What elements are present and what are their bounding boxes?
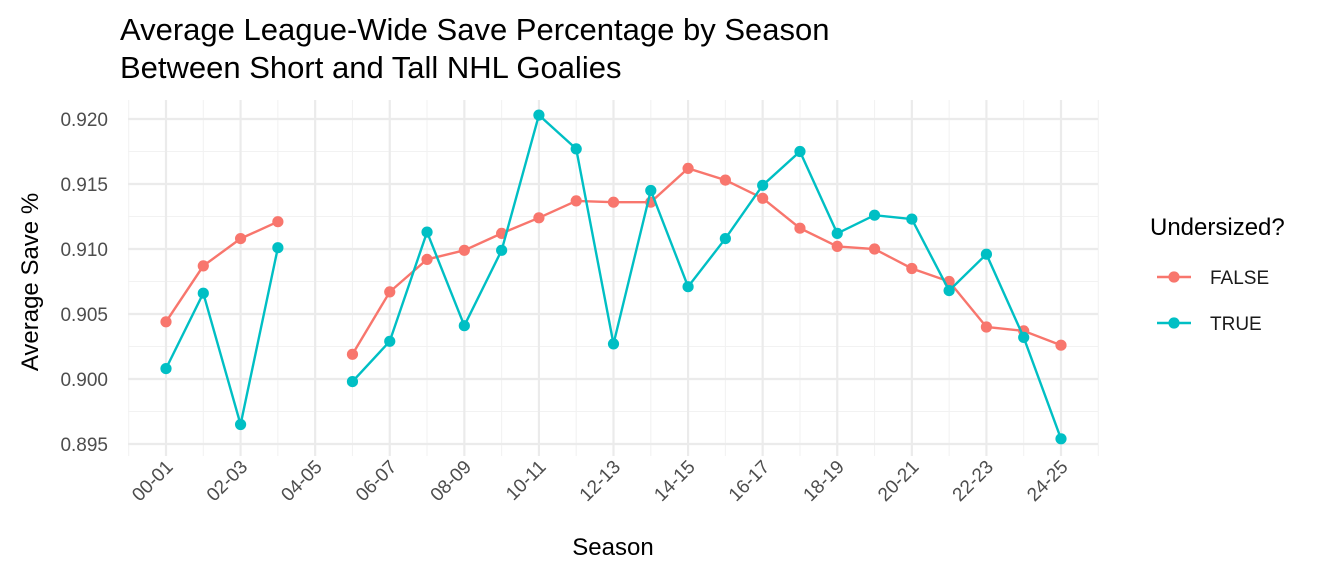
legend-label: TRUE (1210, 314, 1262, 335)
data-point (533, 212, 545, 224)
x-tick-label: 16-17 (725, 457, 774, 506)
data-point (831, 227, 843, 239)
data-point (496, 244, 508, 256)
series-line (164, 112, 1063, 440)
series-true (160, 109, 1067, 445)
data-point (868, 243, 881, 255)
x-tick-label: 08-09 (427, 457, 476, 506)
data-point (794, 222, 806, 234)
data-point (943, 285, 955, 297)
x-tick-label: 00-01 (128, 457, 177, 506)
data-point (384, 335, 396, 347)
data-point (346, 348, 359, 360)
data-point (1018, 331, 1030, 343)
x-axis-title: Season (572, 534, 653, 561)
data-point (570, 195, 582, 207)
y-tick-label: 0.900 (60, 370, 108, 391)
x-tick-label: 24-25 (1023, 457, 1072, 506)
legend-key-point (1168, 317, 1180, 329)
data-point (607, 338, 620, 350)
data-point (272, 242, 284, 254)
data-point (533, 109, 545, 121)
data-point (980, 248, 993, 260)
data-point (906, 262, 918, 275)
legend-item-false: FALSE (1157, 268, 1269, 289)
x-tick-label: 02-03 (203, 457, 252, 506)
data-point (757, 192, 769, 204)
data-point (421, 226, 433, 238)
data-point (234, 418, 247, 431)
y-tick-label: 0.910 (60, 240, 108, 261)
data-point (234, 233, 247, 245)
data-point (346, 376, 359, 388)
legend-label: FALSE (1210, 268, 1269, 289)
data-point (719, 174, 731, 186)
data-point (1055, 433, 1067, 445)
y-axis-title: Average Save % (17, 193, 44, 371)
y-axis-ticks: 0.895 0.900 0.905 0.910 0.915 0.920 (60, 110, 108, 456)
data-point (645, 184, 657, 197)
x-tick-label: 10-11 (502, 457, 550, 505)
data-point (1055, 339, 1067, 351)
legend: Undersized? FALSE TRUE (1150, 214, 1285, 335)
data-point (384, 286, 396, 298)
chart-title-line-1: Average League-Wide Save Percentage by S… (120, 12, 829, 47)
data-point (458, 320, 470, 332)
data-point (757, 179, 769, 191)
data-point (197, 287, 209, 299)
legend-title: Undersized? (1150, 214, 1285, 241)
x-tick-label: 12-13 (576, 457, 625, 506)
data-point (906, 213, 918, 225)
data-point (719, 233, 731, 245)
data-point (831, 240, 843, 252)
x-tick-label: 20-21 (874, 457, 923, 506)
data-point (160, 363, 172, 375)
x-tick-label: 14-15 (650, 457, 699, 506)
x-tick-label: 06-07 (352, 457, 401, 506)
data-point (160, 316, 172, 328)
data-point (794, 145, 806, 158)
data-point (682, 281, 694, 293)
data-point (197, 260, 209, 272)
data-series (160, 109, 1067, 445)
x-tick-label: 04-05 (277, 457, 326, 506)
data-point (682, 162, 694, 174)
plot-grid (128, 100, 1099, 456)
data-point (607, 196, 620, 208)
x-axis-ticks: 00-01 02-03 04-05 06-07 08-09 10-11 12-13 14-15… (128, 457, 1072, 506)
x-tick-label: 18-19 (800, 457, 849, 506)
y-tick-label: 0.905 (60, 305, 108, 326)
data-point (272, 216, 284, 228)
chart-title: Average League-Wide Save Percentage by S… (120, 12, 829, 85)
y-tick-label: 0.895 (60, 435, 108, 456)
x-tick-label: 22-23 (949, 457, 998, 506)
legend-key-point (1168, 271, 1180, 283)
legend-item-true: TRUE (1157, 314, 1262, 335)
y-tick-label: 0.920 (60, 110, 108, 131)
data-point (980, 321, 993, 333)
y-tick-label: 0.915 (60, 175, 108, 196)
data-point (458, 244, 470, 256)
data-point (570, 143, 582, 155)
chart-title-line-2: Between Short and Tall NHL Goalies (120, 50, 621, 85)
data-point (421, 253, 433, 265)
data-point (868, 209, 881, 221)
